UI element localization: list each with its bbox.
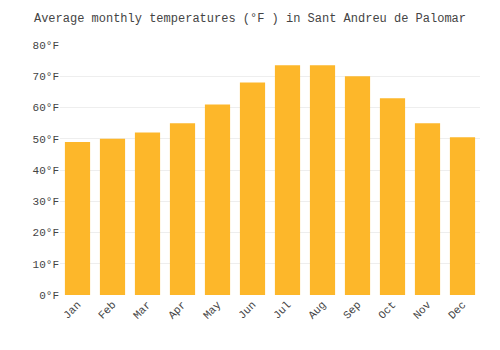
svg-text:Mar: Mar [131,299,153,321]
svg-text:Average monthly temperatures (: Average monthly temperatures (°F ) in Sa… [34,12,466,26]
svg-text:10°F: 10°F [33,259,59,271]
svg-text:Jan: Jan [61,299,83,321]
svg-text:Jun: Jun [236,299,258,321]
svg-text:Sep: Sep [341,299,363,321]
svg-text:Oct: Oct [376,299,398,321]
svg-text:30°F: 30°F [33,196,59,208]
svg-text:0°F: 0°F [39,290,59,302]
svg-text:Jul: Jul [271,299,293,321]
svg-text:70°F: 70°F [33,71,59,83]
svg-text:80°F: 80°F [33,40,59,52]
svg-text:40°F: 40°F [33,165,59,177]
svg-text:50°F: 50°F [33,134,59,146]
svg-text:20°F: 20°F [33,227,59,239]
svg-text:Dec: Dec [446,299,468,321]
svg-text:60°F: 60°F [33,102,59,114]
svg-text:May: May [201,299,224,322]
svg-text:Apr: Apr [166,299,188,321]
svg-text:Aug: Aug [306,299,328,321]
svg-text:Nov: Nov [411,299,434,322]
svg-text:Feb: Feb [96,299,118,321]
